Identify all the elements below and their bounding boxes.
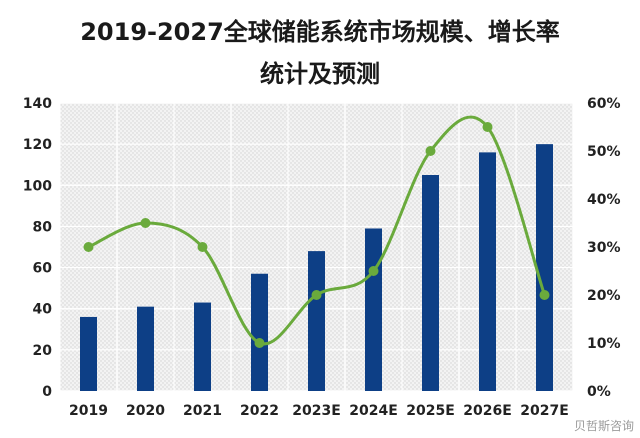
y-right-axis: 0% 10% 20% 30% 40% 50% 60% <box>587 96 621 400</box>
y-right-tick-label: 40% <box>587 192 621 208</box>
bar-2025E <box>422 175 439 391</box>
y-right-tick-label: 0% <box>587 384 611 400</box>
x-tick-label: 2021 <box>183 403 222 419</box>
y-left-tick-label: 80 <box>33 219 53 235</box>
line-points <box>83 122 550 348</box>
y-right-tick-label: 20% <box>587 288 621 304</box>
bar-series <box>80 144 553 391</box>
point-2022 <box>254 338 265 348</box>
y-left-tick-label: 60 <box>33 261 53 277</box>
watermark-text: 贝哲斯咨询 <box>573 419 634 433</box>
x-tick-label: 2027E <box>520 403 569 419</box>
x-tick-label: 2019 <box>69 403 108 419</box>
point-2025E <box>425 146 436 156</box>
point-2021 <box>197 242 208 252</box>
y-left-tick-label: 100 <box>23 178 52 194</box>
point-2024E <box>368 266 379 276</box>
x-tick-label: 2020 <box>126 403 165 419</box>
y-left-tick-label: 40 <box>33 302 53 318</box>
point-2027E <box>539 290 550 300</box>
y-left-tick-label: 120 <box>23 137 52 153</box>
chart-title-line-1: 2019-2027全球储能系统市场规模、增长率 <box>80 18 560 46</box>
bar-2024E <box>365 228 382 391</box>
x-tick-label: 2026E <box>463 403 512 419</box>
bar-2026E <box>479 152 496 391</box>
bar-2027E <box>536 144 553 391</box>
bar-2022 <box>251 273 268 391</box>
x-tick-label: 2024E <box>349 403 398 419</box>
x-tick-label: 2022 <box>240 403 279 419</box>
bar-2019 <box>80 316 97 391</box>
y-right-tick-label: 60% <box>587 96 621 112</box>
x-tick-label: 2025E <box>406 403 455 419</box>
x-tick-label: 2023E <box>292 403 341 419</box>
chart-title-line-2: 统计及预测 <box>260 60 380 88</box>
y-right-tick-label: 10% <box>587 336 621 352</box>
point-2026E <box>482 122 493 132</box>
y-right-tick-label: 50% <box>587 144 621 160</box>
y-right-tick-label: 30% <box>587 240 621 256</box>
x-axis: 2019 2020 2021 2022 2023E 2024E 2025E 2026E 2027… <box>69 403 569 419</box>
point-2020 <box>140 218 151 228</box>
y-left-tick-label: 0 <box>42 384 52 400</box>
y-left-tick-label: 140 <box>23 96 52 112</box>
y-left-axis: 0 20 40 60 80 100 120 140 <box>23 96 52 400</box>
point-2023E <box>311 290 322 300</box>
point-2019 <box>83 242 94 252</box>
bar-2021 <box>194 302 211 391</box>
bar-2023E <box>308 251 325 391</box>
y-left-tick-label: 20 <box>33 343 53 359</box>
bar-2020 <box>137 306 154 391</box>
